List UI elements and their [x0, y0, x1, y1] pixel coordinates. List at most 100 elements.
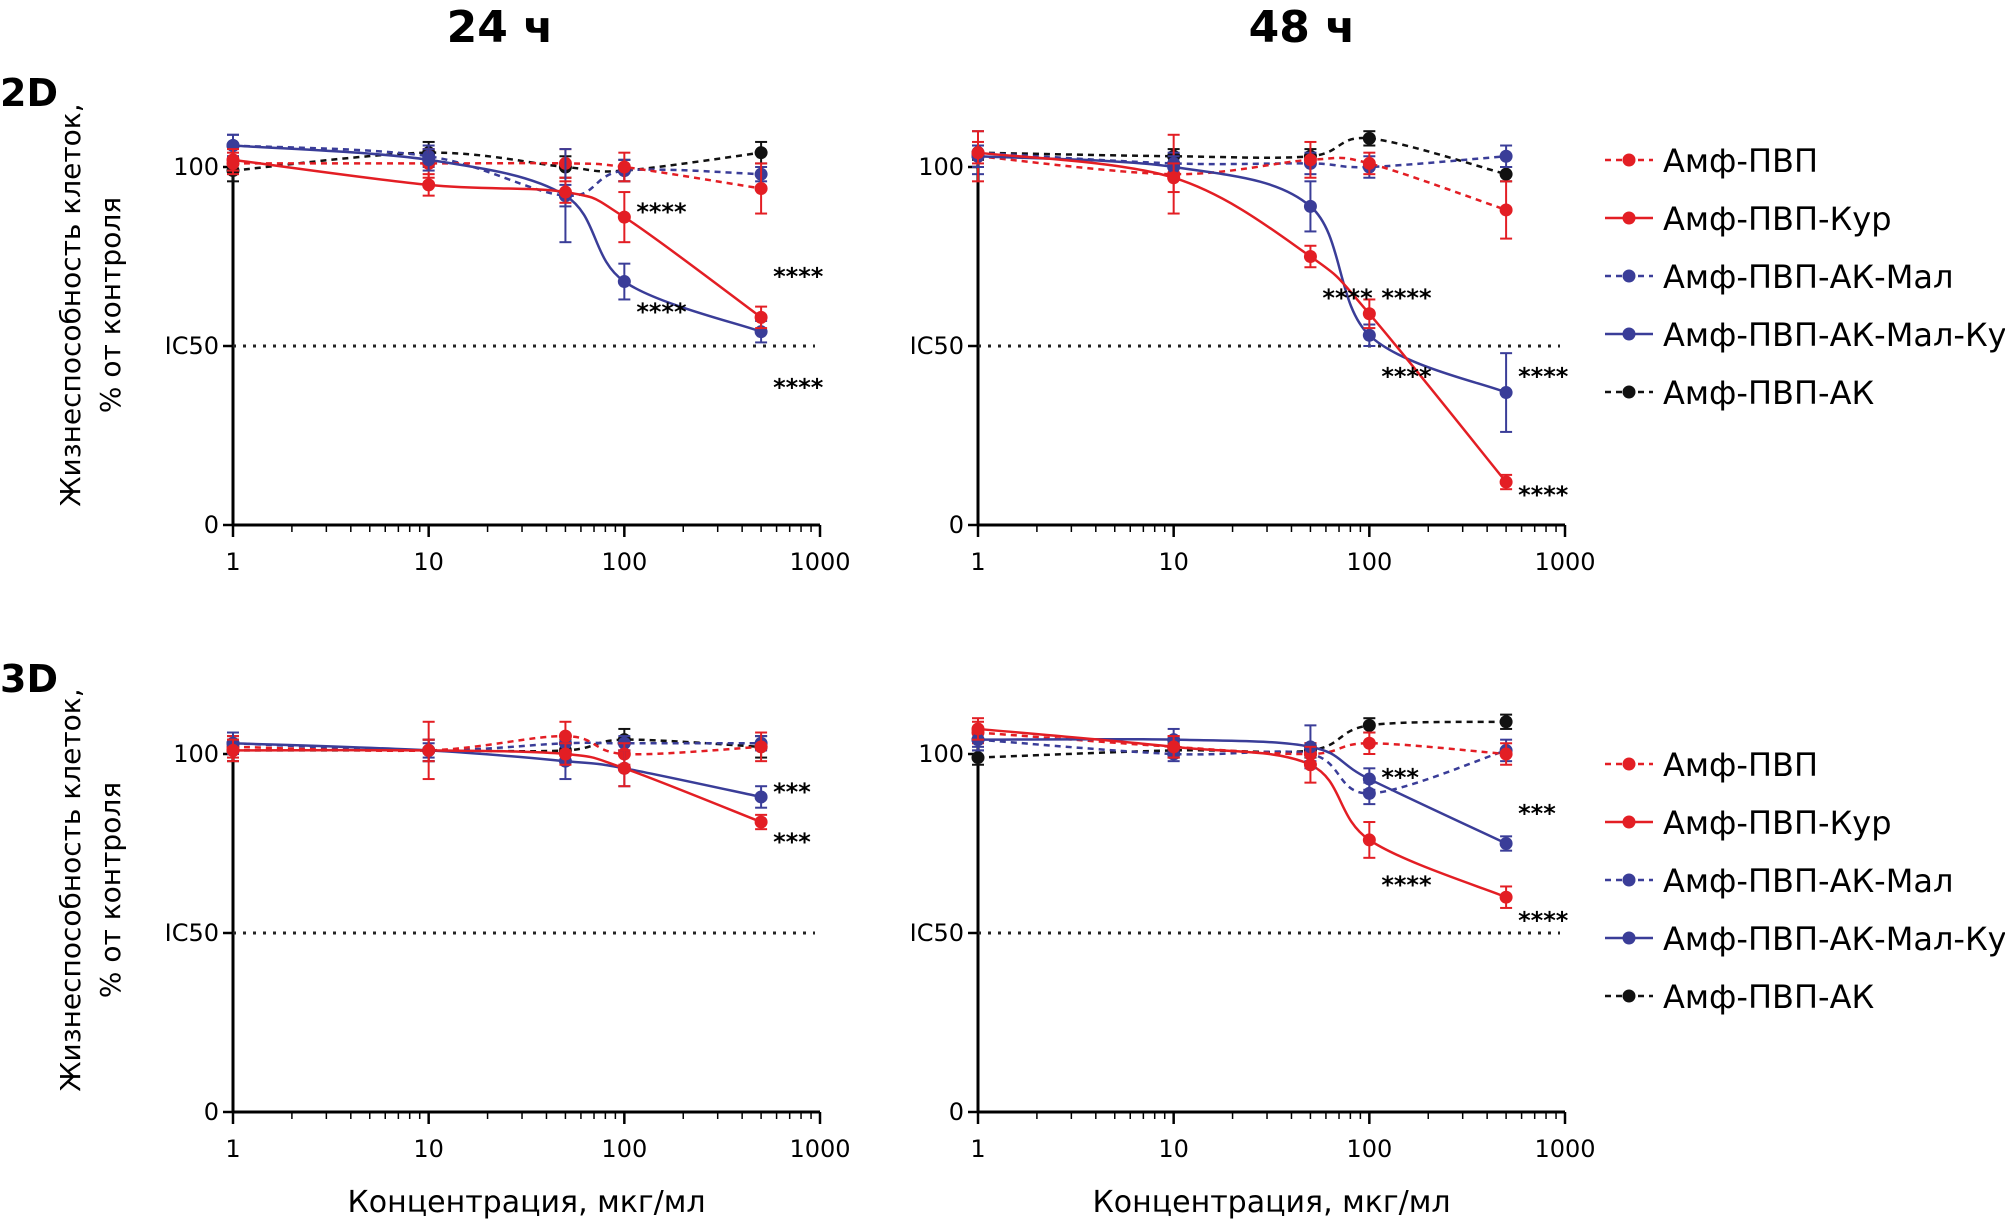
y-tick-label: 0 — [949, 1098, 964, 1126]
data-point — [754, 146, 768, 160]
data-point — [1303, 758, 1317, 772]
data-point — [971, 751, 985, 765]
data-point — [422, 178, 436, 192]
series-line — [232, 151, 762, 173]
series-line — [977, 151, 1508, 483]
significance-label: *** — [773, 828, 811, 856]
legend-item: Амф-ПВП-АК — [1605, 374, 1874, 412]
data-point — [1362, 307, 1376, 321]
data-point — [1362, 772, 1376, 786]
legend-item: Амф-ПВП-АК-Мал — [1605, 258, 1953, 296]
data-point — [1499, 890, 1513, 904]
y-axis-label-line1: Жизнеспособность клеток, — [54, 103, 87, 506]
significance-label: *** — [1381, 763, 1419, 791]
significance-label: **** — [636, 198, 687, 226]
x-tick-label: 1 — [225, 1135, 240, 1163]
legend-marker — [1622, 815, 1636, 829]
data-point — [1499, 747, 1513, 761]
y-axis-label-3d: Жизнеспособность клеток, % от контроля — [54, 688, 127, 1091]
data-point — [1167, 171, 1181, 185]
x-tick-label: 1000 — [789, 1135, 850, 1163]
y-tick-label: 0 — [204, 511, 219, 539]
data-point — [617, 160, 631, 174]
column-title-24h: 24 ч — [447, 2, 554, 53]
data-point — [422, 743, 436, 757]
data-point — [1303, 199, 1317, 213]
x-tick-label: 1 — [225, 548, 240, 576]
data-point — [617, 761, 631, 775]
significance-label: **** — [1518, 481, 1569, 509]
data-point — [1303, 153, 1317, 167]
x-tick-label: 10 — [413, 548, 444, 576]
data-point — [1362, 328, 1376, 342]
series-line — [977, 151, 1507, 169]
legend-item: Амф-ПВП-Кур — [1605, 200, 1892, 238]
data-point — [754, 181, 768, 195]
data-point — [422, 153, 436, 167]
legend-label: Амф-ПВП-АК-Мал — [1663, 862, 1953, 900]
significance-label: **** — [1381, 284, 1432, 312]
y-tick-label: 0 — [204, 1098, 219, 1126]
legend-label: Амф-ПВП-АК-Мал-Кур — [1663, 316, 2005, 354]
series-line — [232, 748, 762, 824]
x-tick-label: 100 — [1346, 1135, 1392, 1163]
series-line — [977, 155, 1507, 212]
y-tick-label: 100 — [173, 740, 219, 768]
legend-item: Амф-ПВП-АК-Мал-Кур — [1605, 316, 2005, 354]
significance-label: **** — [1381, 363, 1432, 391]
y-tick-label: 100 — [918, 153, 964, 181]
significance-label: **** — [1518, 363, 1569, 391]
significance-label: *** — [773, 778, 811, 806]
legend-3d: Амф-ПВП Амф-ПВП-Кур Амф-ПВП-АК-Мал Амф-ПВП-… — [1605, 746, 2005, 1016]
x-tick-label: 1 — [970, 1135, 985, 1163]
x-tick-label: 1000 — [1534, 548, 1595, 576]
data-point — [1499, 475, 1513, 489]
significance-label: **** — [1381, 871, 1432, 899]
significance-label: **** — [636, 298, 687, 326]
legend-item: Амф-ПВП-Кур — [1605, 804, 1892, 842]
y-axis-label-line2: % от контроля — [94, 197, 127, 413]
y-tick-label: IC50 — [165, 919, 219, 947]
significance-label: **** — [773, 373, 824, 401]
series-line — [977, 136, 1507, 176]
data-point — [558, 185, 572, 199]
data-point — [754, 740, 768, 754]
y-axis-label-line2: % от контроля — [94, 782, 127, 998]
data-point — [558, 729, 572, 743]
y-tick-label: 100 — [918, 740, 964, 768]
data-point — [1362, 833, 1376, 847]
data-point — [558, 747, 572, 761]
legend-item: Амф-ПВП — [1605, 746, 1818, 784]
y-tick-label: 0 — [949, 511, 964, 539]
series-line — [232, 742, 762, 799]
x-tick-label: 100 — [1346, 548, 1392, 576]
significance-label: **** — [1322, 284, 1373, 312]
legend-label: Амф-ПВП-АК — [1663, 374, 1874, 412]
significance-label: **** — [773, 262, 824, 290]
column-title-48h: 48 ч — [1249, 2, 1356, 53]
series-line — [232, 161, 762, 190]
data-point — [617, 275, 631, 289]
x-axis-label: Концентрация, мкг/мл — [347, 1185, 705, 1220]
x-tick-label: 10 — [1158, 1135, 1189, 1163]
legend-label: Амф-ПВП-АК-Мал — [1663, 258, 1953, 296]
data-point — [226, 743, 240, 757]
legend-marker — [1622, 757, 1636, 771]
legend-label: Амф-ПВП — [1663, 746, 1818, 784]
data-point — [617, 210, 631, 224]
panel-2d-48h: 1 10 100 1000 0 IC50 100 **** **** **** **** **** — [910, 130, 1596, 576]
legend-item: Амф-ПВП-АК-Мал — [1605, 862, 1953, 900]
legend-2d: Амф-ПВП Амф-ПВП-Кур Амф-ПВП-АК-Мал Амф-ПВП-… — [1605, 142, 2005, 412]
data-point — [1167, 740, 1181, 754]
x-tick-label: 1000 — [789, 548, 850, 576]
legend-marker — [1622, 931, 1636, 945]
panel-2d-24h: 1 10 100 1000 0 IC50 100 **** **** **** **** — [165, 133, 851, 576]
legend-label: Амф-ПВП-Кур — [1663, 200, 1892, 238]
x-axis-label: Концентрация, мкг/мл — [1092, 1185, 1450, 1220]
row-label-2d: 2D — [0, 71, 58, 115]
y-axis-label-line1: Жизнеспособность клеток, — [54, 688, 87, 1091]
legend-marker — [1622, 327, 1636, 341]
data-point — [754, 310, 768, 324]
significance-label: **** — [1518, 907, 1569, 935]
